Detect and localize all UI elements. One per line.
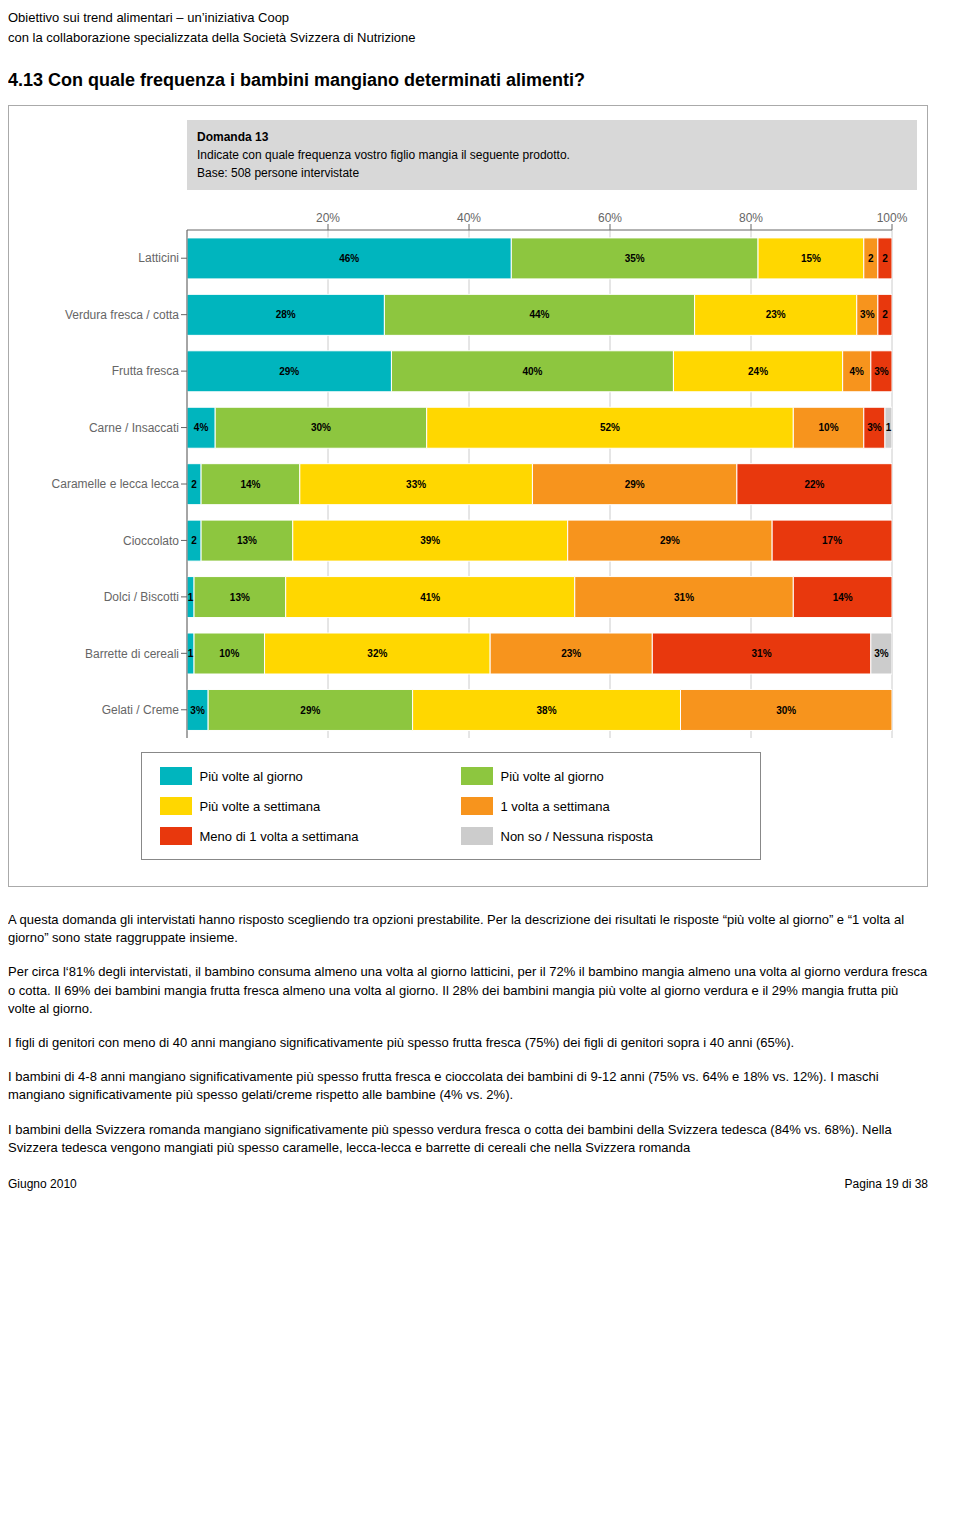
svg-text:Gelati / Creme: Gelati / Creme [102, 703, 180, 717]
svg-text:3%: 3% [860, 309, 875, 320]
svg-text:Latticini: Latticini [138, 251, 179, 265]
svg-text:52%: 52% [600, 422, 620, 433]
svg-text:23%: 23% [561, 648, 581, 659]
svg-text:29%: 29% [300, 705, 320, 716]
svg-text:Frutta fresca: Frutta fresca [112, 364, 180, 378]
svg-text:2: 2 [868, 253, 874, 264]
svg-text:44%: 44% [529, 309, 549, 320]
html-text:Più volte al giorno: Più volte al giorno [199, 768, 303, 784]
svg-text:30%: 30% [311, 422, 331, 433]
html-text:Più volte a settimana: Più volte a settimana [199, 798, 321, 814]
svg-text:39%: 39% [420, 535, 440, 546]
html-text:I figli di genitori con meno d: I figli di genitori con meno di 40 anni … [8, 1034, 795, 1050]
svg-text:3%: 3% [874, 366, 889, 377]
svg-text:2: 2 [191, 479, 197, 490]
svg-text:1: 1 [188, 592, 194, 603]
svg-text:Cioccolato: Cioccolato [123, 534, 179, 548]
svg-text:2: 2 [882, 253, 888, 264]
svg-text:31%: 31% [674, 592, 694, 603]
html-text:Non so / Nessuna risposta: Non so / Nessuna risposta [500, 828, 653, 844]
html-text:Giugno 2010: Giugno 2010 [8, 1176, 77, 1191]
html-text:Indicate con quale frequenza v: Indicate con quale frequenza vostro figl… [197, 148, 570, 162]
svg-text:24%: 24% [748, 366, 768, 377]
svg-text:3%: 3% [190, 705, 205, 716]
svg-text:1: 1 [188, 648, 194, 659]
svg-text:3%: 3% [867, 422, 882, 433]
svg-text:30%: 30% [776, 705, 796, 716]
svg-text:Carne / Insaccati: Carne / Insaccati [89, 421, 179, 435]
svg-text:33%: 33% [406, 479, 426, 490]
svg-text:10%: 10% [819, 422, 839, 433]
svg-text:41%: 41% [420, 592, 440, 603]
svg-text:1: 1 [886, 422, 892, 433]
html-text:Domanda 13: Domanda 13 [197, 130, 269, 144]
html-text:I bambini della Svizzera roman: I bambini della Svizzera romanda mangian… [8, 1121, 892, 1155]
svg-text:31%: 31% [752, 648, 772, 659]
html-text:Base: 508 persone intervistate: Base: 508 persone intervistate [197, 166, 360, 180]
svg-text:40%: 40% [522, 366, 542, 377]
html-text:1 volta a settimana: 1 volta a settimana [500, 798, 610, 814]
svg-text:29%: 29% [625, 479, 645, 490]
html-text:Più volte al giorno: Più volte al giorno [500, 768, 604, 784]
svg-text:60%: 60% [598, 211, 622, 225]
svg-text:15%: 15% [801, 253, 821, 264]
html-text:con la collaborazione speciali: con la collaborazione specializzata dell… [8, 30, 416, 45]
svg-text:35%: 35% [625, 253, 645, 264]
svg-text:38%: 38% [537, 705, 557, 716]
svg-text:32%: 32% [367, 648, 387, 659]
html-text:Obiettivo sui trend alimentari: Obiettivo sui trend alimentari – un’iniz… [8, 10, 290, 25]
svg-text:4%: 4% [850, 366, 865, 377]
svg-text:Verdura fresca / cotta: Verdura fresca / cotta [65, 308, 179, 322]
svg-text:17%: 17% [822, 535, 842, 546]
svg-text:80%: 80% [739, 211, 763, 225]
svg-text:23%: 23% [766, 309, 786, 320]
svg-text:13%: 13% [237, 535, 257, 546]
svg-text:28%: 28% [276, 309, 296, 320]
svg-text:22%: 22% [804, 479, 824, 490]
svg-text:29%: 29% [279, 366, 299, 377]
svg-text:13%: 13% [230, 592, 250, 603]
svg-text:4%: 4% [194, 422, 209, 433]
svg-text:40%: 40% [457, 211, 481, 225]
svg-text:10%: 10% [219, 648, 239, 659]
html-text:I bambini di 4-8 anni mangiano: I bambini di 4-8 anni mangiano significa… [8, 1069, 879, 1103]
svg-text:2: 2 [882, 309, 888, 320]
html-text:Pagina 19 di 38: Pagina 19 di 38 [844, 1176, 928, 1191]
svg-text:100%: 100% [877, 211, 908, 225]
svg-text:46%: 46% [339, 253, 359, 264]
svg-text:29%: 29% [660, 535, 680, 546]
svg-text:20%: 20% [316, 211, 340, 225]
html-text:Meno di 1 volta a settimana: Meno di 1 volta a settimana [199, 828, 359, 844]
svg-text:3%: 3% [874, 648, 889, 659]
svg-text:14%: 14% [833, 592, 853, 603]
html-text:4.13 Con quale frequenza i bam: 4.13 Con quale frequenza i bambini mangi… [8, 70, 586, 90]
html-text:Per circa l‘81% degli intervis: Per circa l‘81% degli intervistati, il b… [8, 964, 928, 1016]
svg-text:Caramelle e lecca lecca: Caramelle e lecca lecca [52, 477, 180, 491]
svg-text:Dolci / Biscotti: Dolci / Biscotti [104, 590, 179, 604]
svg-text:14%: 14% [240, 479, 260, 490]
svg-text:Barrette di cereali: Barrette di cereali [85, 647, 179, 661]
svg-text:2: 2 [191, 535, 197, 546]
html-text:A questa domanda gli intervist: A questa domanda gli intervistati hanno … [8, 912, 904, 946]
